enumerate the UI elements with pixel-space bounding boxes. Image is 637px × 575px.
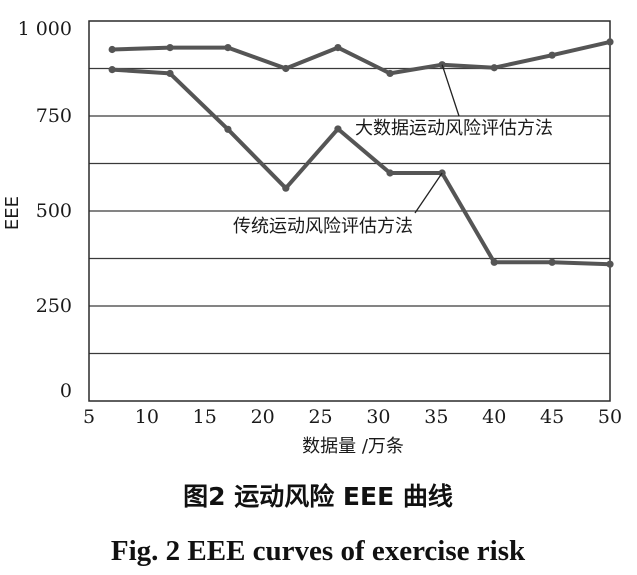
data-point [108,45,116,54]
x-tick-label: 5 [83,406,95,428]
data-point [334,44,342,52]
data-point [334,125,342,133]
figure-caption-en: Fig. 2 EEE curves of exercise risk [111,535,526,567]
x-tick-label: 10 [135,406,159,428]
grid-lines [89,67,610,355]
y-tick-label: 0 [60,380,72,402]
x-tick-label: 20 [251,406,275,428]
annotation-leader-line [414,172,443,214]
series-line-1 [112,67,611,267]
data-point [108,66,116,74]
annotation-label: 传统运动风险评估方法 [233,216,413,237]
data-point [606,260,614,268]
y-tick-label: 1 000 [18,18,72,40]
series-lines [108,38,614,268]
x-tick-label: 35 [424,406,448,428]
data-point [282,184,290,192]
data-point [282,64,290,73]
data-point [548,258,556,266]
y-tick-label: 750 [36,105,72,127]
data-point [386,69,394,78]
data-point [166,69,174,78]
data-point [166,44,174,52]
x-tick-label: 50 [598,406,622,428]
y-tick-label: 250 [36,295,72,317]
x-tick-label: 25 [308,406,332,428]
data-point [548,51,556,59]
figure-caption-zh: 图2 运动风险 EEE 曲线 [183,482,453,511]
x-tick-label: 30 [366,406,390,428]
y-tick-label: 500 [36,200,72,222]
x-tick-label: 45 [540,406,564,428]
x-tick-labels: 5 10 15 20 25 30 35 40 45 50 [83,406,622,428]
x-axis-label: 数据量 /万条 [302,436,404,457]
plot-frame [88,20,611,402]
data-point [490,64,498,72]
y-axis-label: EEE [2,196,23,230]
series-line-0 [112,39,611,76]
annotation-leader-line [441,64,460,117]
x-tick-label: 15 [193,406,217,428]
y-tick-labels: 0 250 500 750 1 000 [18,18,72,402]
x-tick-label: 40 [482,406,506,428]
data-point [490,258,498,266]
data-point [224,44,232,52]
data-point [224,125,232,133]
data-point [606,38,614,46]
data-point [386,169,394,177]
annotation-label: 大数据运动风险评估方法 [355,118,553,139]
